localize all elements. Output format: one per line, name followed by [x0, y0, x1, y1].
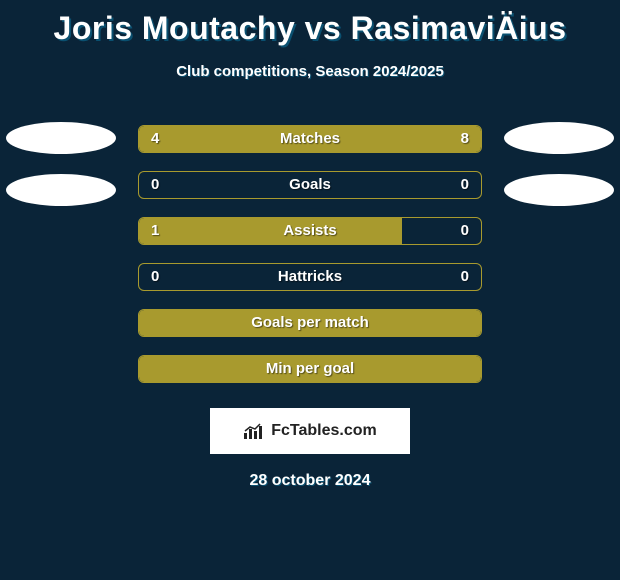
value-right: 0 [461, 172, 469, 198]
player-ellipse [6, 122, 116, 154]
value-right: 8 [461, 126, 469, 152]
stat-row: Assists1 0 [0, 208, 620, 254]
stat-row: Hattricks0 0 [0, 254, 620, 300]
bar-label: Matches [139, 126, 481, 152]
subtitle: Club competitions, Season 2024/2025 [0, 63, 620, 80]
bar-label: Min per goal [139, 356, 481, 382]
bar-track: Assists1 0 [138, 217, 482, 245]
bar-label: Assists [139, 218, 481, 244]
source-badge: FcTables.com [210, 408, 410, 454]
badge-text: FcTables.com [271, 422, 377, 440]
player-ellipse [504, 174, 614, 206]
bar-track: Goals per match [138, 309, 482, 337]
value-left: 0 [151, 264, 159, 290]
bar-track: Matches4 8 [138, 125, 482, 153]
bar-label: Hattricks [139, 264, 481, 290]
chart-icon [243, 422, 265, 440]
stat-row: Goals per match [0, 300, 620, 346]
value-left: 4 [151, 126, 159, 152]
bar-label: Goals per match [139, 310, 481, 336]
player-ellipse [504, 122, 614, 154]
value-left: 0 [151, 172, 159, 198]
stat-row: Min per goal [0, 346, 620, 392]
bar-track: Hattricks0 0 [138, 263, 482, 291]
bar-label: Goals [139, 172, 481, 198]
comparison-rows: Matches48Goals00Assists10Hattricks00Goal… [0, 116, 620, 392]
bar-track: Min per goal [138, 355, 482, 383]
date-text: 28 october 2024 [0, 472, 620, 490]
bar-track: Goals0 0 [138, 171, 482, 199]
value-left: 1 [151, 218, 159, 244]
page-title: Joris Moutachy vs RasimaviÄius [0, 0, 620, 47]
value-right: 0 [461, 218, 469, 244]
value-right: 0 [461, 264, 469, 290]
player-ellipse [6, 174, 116, 206]
